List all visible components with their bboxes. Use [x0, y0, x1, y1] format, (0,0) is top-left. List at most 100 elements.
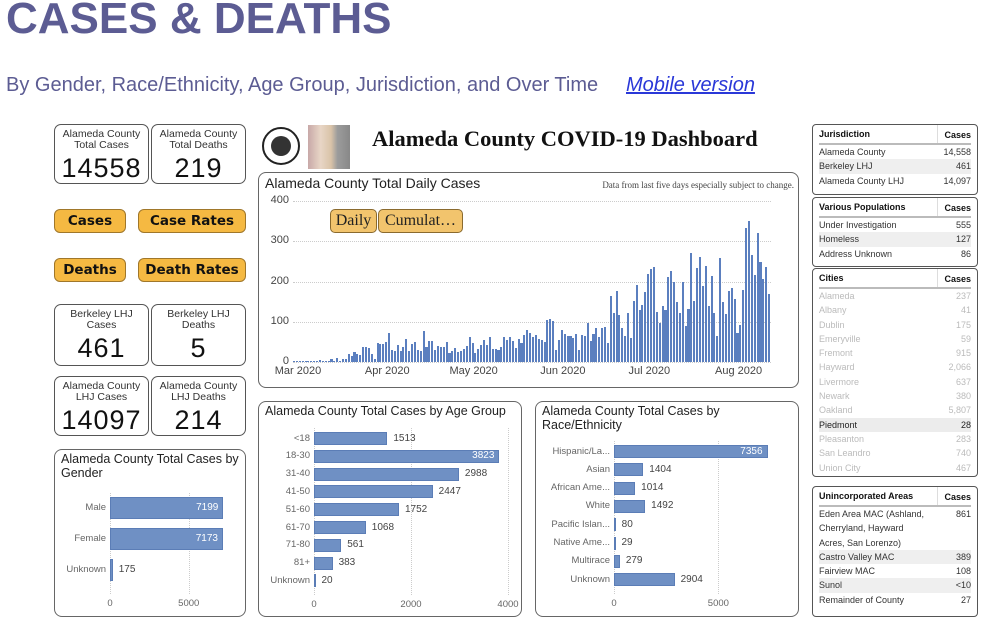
- bar[interactable]: [566, 335, 569, 362]
- bar[interactable]: [699, 257, 702, 362]
- bar[interactable]: [431, 340, 434, 362]
- bar[interactable]: [503, 336, 506, 362]
- bar[interactable]: [704, 266, 707, 362]
- table-row[interactable]: Livermore 637: [819, 375, 971, 389]
- bar[interactable]: [436, 345, 440, 362]
- bar[interactable]: [488, 337, 491, 362]
- bar[interactable]: [549, 318, 552, 362]
- bar[interactable]: [765, 267, 768, 362]
- bar[interactable]: [614, 518, 616, 532]
- bar[interactable]: [511, 341, 514, 362]
- cases-button[interactable]: Cases: [54, 209, 126, 233]
- bar[interactable]: [601, 327, 604, 362]
- bar[interactable]: [344, 359, 347, 362]
- bar[interactable]: [635, 284, 638, 362]
- bar[interactable]: [690, 252, 693, 362]
- bar[interactable]: [350, 355, 353, 362]
- bar[interactable]: [592, 333, 595, 362]
- bar[interactable]: [376, 342, 379, 362]
- bar[interactable]: [439, 346, 442, 362]
- bar[interactable]: [506, 339, 509, 362]
- bar[interactable]: [110, 497, 224, 519]
- bar[interactable]: [405, 339, 408, 362]
- bar[interactable]: [586, 322, 589, 362]
- bar[interactable]: [460, 350, 463, 362]
- bar[interactable]: [742, 290, 745, 362]
- bar[interactable]: [661, 305, 664, 362]
- table-row[interactable]: Oakland 5,807: [819, 403, 971, 417]
- bar[interactable]: [543, 341, 546, 362]
- bar[interactable]: [756, 233, 759, 362]
- table-row[interactable]: Dublin 175: [819, 318, 971, 332]
- bar[interactable]: [327, 360, 330, 362]
- bar[interactable]: [353, 351, 356, 362]
- bar[interactable]: [730, 287, 733, 362]
- bar[interactable]: [534, 335, 537, 362]
- bar[interactable]: [684, 325, 687, 362]
- bar[interactable]: [457, 352, 460, 362]
- bar[interactable]: [425, 346, 428, 362]
- bar[interactable]: [313, 361, 316, 362]
- bar[interactable]: [753, 274, 756, 362]
- bar[interactable]: [413, 342, 417, 362]
- bar[interactable]: [555, 349, 558, 362]
- bar[interactable]: [304, 361, 307, 362]
- bar[interactable]: [339, 361, 342, 362]
- bar[interactable]: [719, 258, 722, 362]
- bar[interactable]: [750, 254, 753, 362]
- bar[interactable]: [393, 350, 396, 362]
- bar[interactable]: [615, 290, 618, 362]
- bar[interactable]: [580, 334, 584, 362]
- bar[interactable]: [693, 300, 696, 362]
- bar[interactable]: [614, 463, 644, 477]
- bar[interactable]: [710, 276, 713, 362]
- bar[interactable]: [336, 357, 339, 362]
- bar[interactable]: [341, 358, 345, 362]
- bar[interactable]: [517, 338, 520, 362]
- bar[interactable]: [560, 329, 563, 362]
- bar[interactable]: [422, 330, 425, 362]
- bar[interactable]: [687, 308, 690, 362]
- bar[interactable]: [612, 312, 615, 362]
- bar[interactable]: [713, 313, 716, 362]
- bar[interactable]: [399, 350, 402, 362]
- bar[interactable]: [632, 300, 635, 362]
- bar[interactable]: [739, 324, 742, 362]
- bar[interactable]: [408, 350, 411, 362]
- bar[interactable]: [664, 309, 667, 362]
- bar[interactable]: [454, 347, 457, 362]
- bar[interactable]: [722, 301, 725, 362]
- bar[interactable]: [480, 344, 483, 362]
- bar[interactable]: [301, 361, 304, 362]
- bar[interactable]: [618, 314, 621, 362]
- bar[interactable]: [563, 333, 566, 362]
- deaths-button[interactable]: Deaths: [54, 258, 126, 282]
- bar[interactable]: [471, 343, 474, 362]
- table-row[interactable]: Castro Valley MAC 389: [819, 549, 971, 565]
- bar[interactable]: [318, 359, 321, 362]
- bar[interactable]: [614, 445, 768, 458]
- bar[interactable]: [396, 345, 399, 362]
- table-row[interactable]: San Leandro 740: [819, 446, 971, 460]
- column-header[interactable]: Unincorporated Areas: [819, 491, 914, 501]
- bar[interactable]: [595, 327, 598, 362]
- bar[interactable]: [673, 282, 676, 362]
- column-header[interactable]: Cases: [937, 198, 971, 216]
- bar[interactable]: [546, 319, 549, 362]
- bar[interactable]: [314, 503, 399, 517]
- bar[interactable]: [364, 347, 368, 362]
- bar[interactable]: [529, 333, 532, 362]
- column-header[interactable]: Cases: [937, 487, 971, 505]
- bar[interactable]: [314, 521, 366, 534]
- mobile-version-link[interactable]: Mobile version: [626, 74, 755, 96]
- bar[interactable]: [532, 337, 535, 362]
- bar[interactable]: [583, 336, 586, 362]
- bar[interactable]: [497, 349, 500, 362]
- bar[interactable]: [494, 348, 497, 362]
- bar[interactable]: [419, 350, 422, 362]
- column-header[interactable]: Jurisdiction: [819, 129, 871, 139]
- bar[interactable]: [733, 298, 736, 362]
- bar[interactable]: [762, 278, 765, 362]
- bar[interactable]: [324, 361, 327, 362]
- bar[interactable]: [572, 337, 575, 362]
